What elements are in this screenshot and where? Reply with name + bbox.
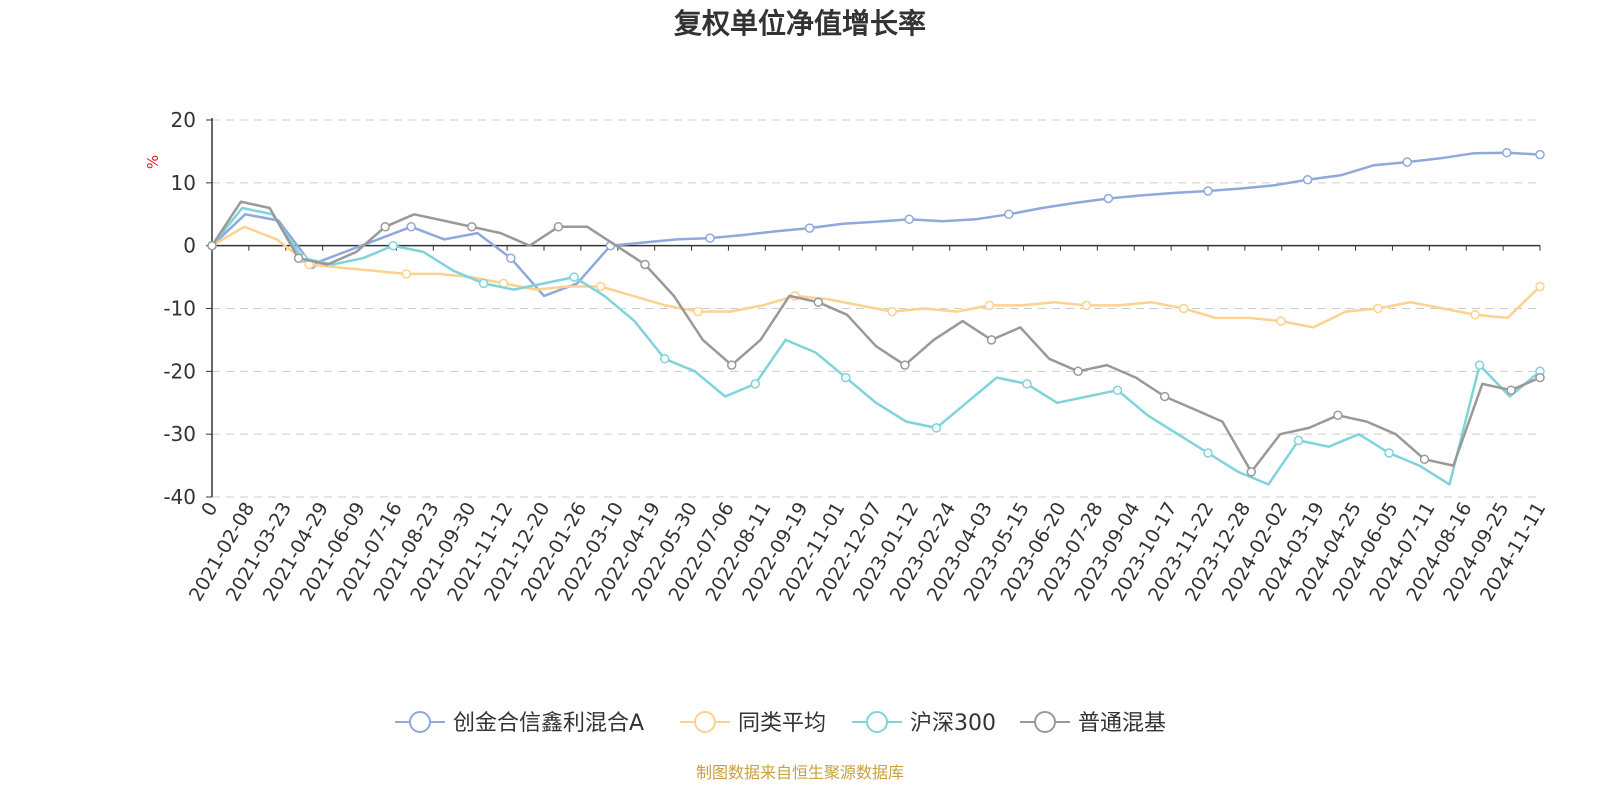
series-4-point [1333, 410, 1343, 421]
series-3-point [841, 372, 851, 383]
series-4-point [813, 297, 824, 307]
series-1-point [705, 233, 715, 243]
series-3-point [1474, 360, 1485, 370]
series-4-point [293, 253, 304, 263]
y-tick-label: 0 [183, 234, 196, 258]
series-3-point [478, 278, 489, 289]
circle-line-icon [866, 711, 888, 733]
y-axis-unit: % [144, 155, 162, 169]
series-4-point [1506, 385, 1516, 395]
series-line-4 [210, 200, 1541, 474]
series-1-point [406, 222, 416, 232]
series-1-point [1103, 193, 1114, 204]
legend-label: 创金合信鑫利混合A [453, 711, 644, 736]
series-3-point [659, 354, 670, 364]
y-tick-label: -30 [163, 422, 196, 446]
series-3-point [1293, 435, 1304, 446]
series-2-point [1470, 310, 1480, 320]
series-line-3 [211, 206, 1541, 486]
series-2-point [1535, 281, 1545, 292]
y-tick-label: -10 [163, 297, 196, 321]
series-3-point [1112, 385, 1123, 395]
series-2-point [887, 306, 897, 317]
series-4-point [553, 222, 564, 232]
series-2-point [1276, 316, 1286, 326]
series-line-1 [211, 151, 1541, 298]
series-4-point [380, 222, 390, 232]
series-1-point [1302, 174, 1313, 185]
series-1-point [904, 214, 914, 225]
x-tick-label: 0 [197, 499, 222, 520]
legend[interactable]: 创金合信鑫利混合A 同类平均 沪深300 普通混基 [395, 711, 1166, 736]
series-1-point [1203, 186, 1213, 196]
series-4-point [1246, 467, 1257, 477]
legend-item-1[interactable]: 创金合信鑫利混合A [395, 711, 644, 736]
series-1-point [506, 253, 516, 263]
legend-label: 沪深300 [910, 711, 996, 736]
series-3-point [1022, 379, 1032, 389]
series-4-point [900, 360, 910, 370]
series-4-point [986, 335, 997, 345]
series-2-point [1178, 303, 1189, 314]
series-4-point [207, 240, 217, 251]
y-tick-label: -40 [163, 485, 196, 509]
y-tick-label: 20 [171, 108, 196, 132]
legend-item-4[interactable]: 普通混基 [1020, 711, 1166, 736]
legend-item-3[interactable]: 沪深300 [852, 711, 996, 736]
series-3-point [931, 423, 942, 433]
legend-item-2[interactable]: 同类平均 [680, 711, 826, 736]
series-2-point [984, 300, 995, 311]
series-line-2 [211, 225, 1541, 329]
data-source-note: 制图数据来自恒生聚源数据库 [696, 763, 904, 782]
series-4-point [726, 360, 737, 370]
circle-line-icon [409, 711, 431, 733]
series-3-point [750, 379, 761, 389]
y-tick-label: -20 [163, 359, 196, 383]
series-1-point [1004, 209, 1014, 220]
legend-label: 普通混基 [1078, 711, 1166, 736]
series-4-point [1535, 372, 1545, 383]
series-3-point [388, 240, 398, 251]
series-3-point [1203, 448, 1213, 458]
legend-label: 同类平均 [738, 711, 826, 736]
series-2-point [1081, 300, 1092, 311]
series-2-point [1373, 303, 1383, 314]
series-3-point [569, 272, 579, 282]
series-2-point [693, 306, 703, 317]
series-1-point [1502, 147, 1512, 158]
circle-line-icon [1034, 711, 1056, 733]
circle-line-icon [694, 711, 716, 733]
series-2-point [595, 281, 606, 292]
series-1-point [1535, 149, 1545, 160]
series-4-point [467, 222, 477, 232]
series-4-point [1073, 366, 1083, 377]
series-lines [207, 147, 1545, 486]
series-1-point [804, 223, 815, 233]
y-axis: 20 10 0 -10 -20 -30 -40 [163, 108, 213, 509]
x-axis: 02021-02-082021-03-232021-04-292021-06-0… [185, 244, 1550, 605]
series-4-point [640, 259, 650, 270]
chart-title: 复权单位净值增长率 [674, 7, 926, 40]
y-tick-label: 10 [171, 171, 196, 195]
series-4-point [1159, 391, 1170, 402]
series-4-point [1419, 454, 1430, 465]
series-1-point [1402, 157, 1412, 167]
series-3-point [1384, 448, 1394, 458]
series-2-point [401, 269, 412, 279]
gridlines [212, 119, 1540, 498]
